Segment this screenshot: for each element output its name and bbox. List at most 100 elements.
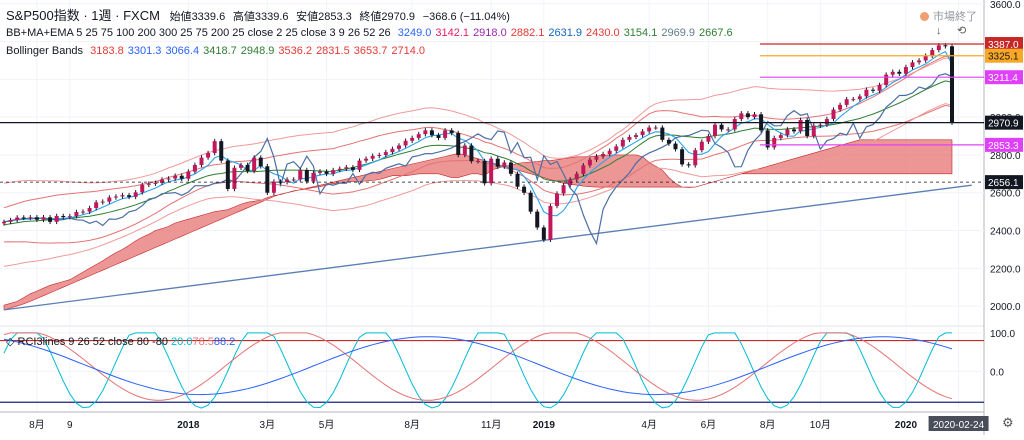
- rci-collapse-icon[interactable]: ◇: [6, 336, 15, 348]
- bbma-value: 2667.6: [699, 27, 733, 39]
- candle-body: [278, 181, 283, 183]
- price-tag-label: 2853.3: [988, 141, 1019, 152]
- candle-body: [265, 166, 270, 193]
- candle-body: [627, 136, 632, 140]
- candle-body: [713, 124, 717, 137]
- bbma-value: 3249.0: [397, 27, 432, 39]
- refresh-icon[interactable]: ⟲: [957, 25, 967, 37]
- candle-body: [653, 127, 658, 129]
- candle-body: [100, 201, 105, 203]
- candle-body: [548, 205, 553, 240]
- candle-body: [877, 85, 882, 91]
- bbma-value: 2969.9: [661, 27, 695, 39]
- candle-body: [370, 155, 375, 159]
- current-date-box: [928, 416, 989, 431]
- symbol-header: S&P500指数 · 1週 · FXCM 始値3339.6 高値3339.6 安…: [6, 8, 510, 23]
- candle-body: [752, 114, 757, 118]
- scroll-down-icon[interactable]: ↓: [936, 25, 942, 37]
- candle-body: [792, 129, 796, 132]
- time-tick-label: 11月: [481, 419, 501, 431]
- candle-body: [403, 140, 408, 146]
- candle-body: [936, 45, 941, 51]
- candle-body: [693, 150, 698, 166]
- candle-body: [489, 158, 494, 184]
- candle-body: [383, 152, 388, 155]
- bollinger-value: 3418.7: [203, 45, 237, 57]
- bbma-value: 2882.1: [510, 27, 545, 39]
- candle-body: [423, 130, 428, 135]
- bollinger-value: 3066.4: [165, 45, 200, 57]
- candle-body: [772, 137, 777, 148]
- candle-body: [745, 113, 750, 118]
- candle-body: [344, 167, 349, 169]
- price-tick-label: 2400.0: [990, 227, 1021, 238]
- candle-body: [805, 119, 810, 137]
- candle-body: [456, 133, 461, 155]
- time-tick-label: 8月: [404, 419, 420, 431]
- candle-body: [436, 135, 441, 138]
- candle-body: [930, 50, 935, 56]
- candle-body: [647, 127, 652, 132]
- bollinger-value: 2714.0: [391, 45, 426, 57]
- candle-body: [587, 159, 592, 166]
- symbol-name[interactable]: S&P500指数: [6, 8, 80, 23]
- time-tick-label: 2020-02-24: [933, 420, 985, 431]
- candle-body: [28, 217, 33, 219]
- candle-body: [15, 217, 20, 221]
- candle-body: [2, 221, 6, 224]
- close-value: 2970.9: [381, 11, 416, 23]
- bollinger-value: 2948.9: [240, 45, 275, 57]
- candle-body: [601, 153, 606, 157]
- bbma-label: BB+MA+EMA 5 25 75 100 200 300 25 75 200 …: [6, 27, 391, 39]
- candle-body: [495, 158, 500, 167]
- candle-body: [515, 173, 520, 187]
- high-value: 3339.6: [254, 11, 289, 23]
- market-status-label: 市場終了: [933, 11, 977, 23]
- change-value: −368.6 (−11.04%): [422, 11, 510, 23]
- price-tag-box: [985, 70, 1023, 85]
- close-label: 終値: [359, 11, 382, 23]
- candle-body: [429, 130, 434, 136]
- source-label: FXCM: [123, 8, 160, 23]
- candle-body: [864, 89, 869, 97]
- candle-body: [851, 99, 856, 101]
- candle-body: [318, 171, 322, 173]
- candle-body: [364, 158, 369, 161]
- candle-body: [706, 136, 711, 142]
- indicator-rci[interactable]: ◇ RCI3lines 9 26 52 close 80 -80 20.078.…: [6, 335, 235, 348]
- interval-label[interactable]: 1週: [91, 8, 112, 23]
- time-tick-label: 4月: [641, 419, 657, 431]
- low-label: 安値: [296, 11, 319, 23]
- indicator-bollinger[interactable]: Bollinger Bands 3183.8 3301.3 3066.4 3418.7…: [6, 45, 425, 57]
- open-label: 始値: [169, 11, 192, 23]
- candle-body: [884, 74, 889, 86]
- indicator-bbma[interactable]: BB+MA+EMA 5 25 75 100 200 300 25 75 200 …: [6, 27, 733, 39]
- candle-body: [199, 157, 204, 165]
- candle-body: [917, 60, 922, 63]
- candle-body: [443, 130, 448, 138]
- ichimoku-cloud: [3, 139, 953, 311]
- bollinger-label: Bollinger Bands: [6, 45, 84, 57]
- candle-body: [890, 71, 895, 75]
- candle-body: [838, 104, 843, 110]
- candle-body: [133, 192, 138, 197]
- market-status: 市場終了: [920, 8, 977, 24]
- price-tag-box: [985, 37, 1023, 52]
- settings-gear-icon[interactable]: ⚙: [1002, 415, 1014, 430]
- candle-body: [34, 217, 39, 220]
- price-tag-label: 3211.4: [988, 73, 1018, 84]
- price-tick-label: 2800.0: [990, 151, 1021, 162]
- price-tick-label: 2600.0: [990, 189, 1021, 200]
- candle-body: [258, 157, 263, 167]
- bollinger-value: 3183.8: [90, 45, 124, 57]
- candle-body: [482, 160, 487, 184]
- time-tick-label: 10月: [810, 419, 831, 431]
- candle-body: [179, 175, 184, 179]
- candle-body: [910, 62, 915, 68]
- candle-body: [811, 125, 816, 137]
- candle-body: [357, 160, 362, 170]
- candle-body: [153, 182, 158, 184]
- candle-body: [620, 139, 625, 147]
